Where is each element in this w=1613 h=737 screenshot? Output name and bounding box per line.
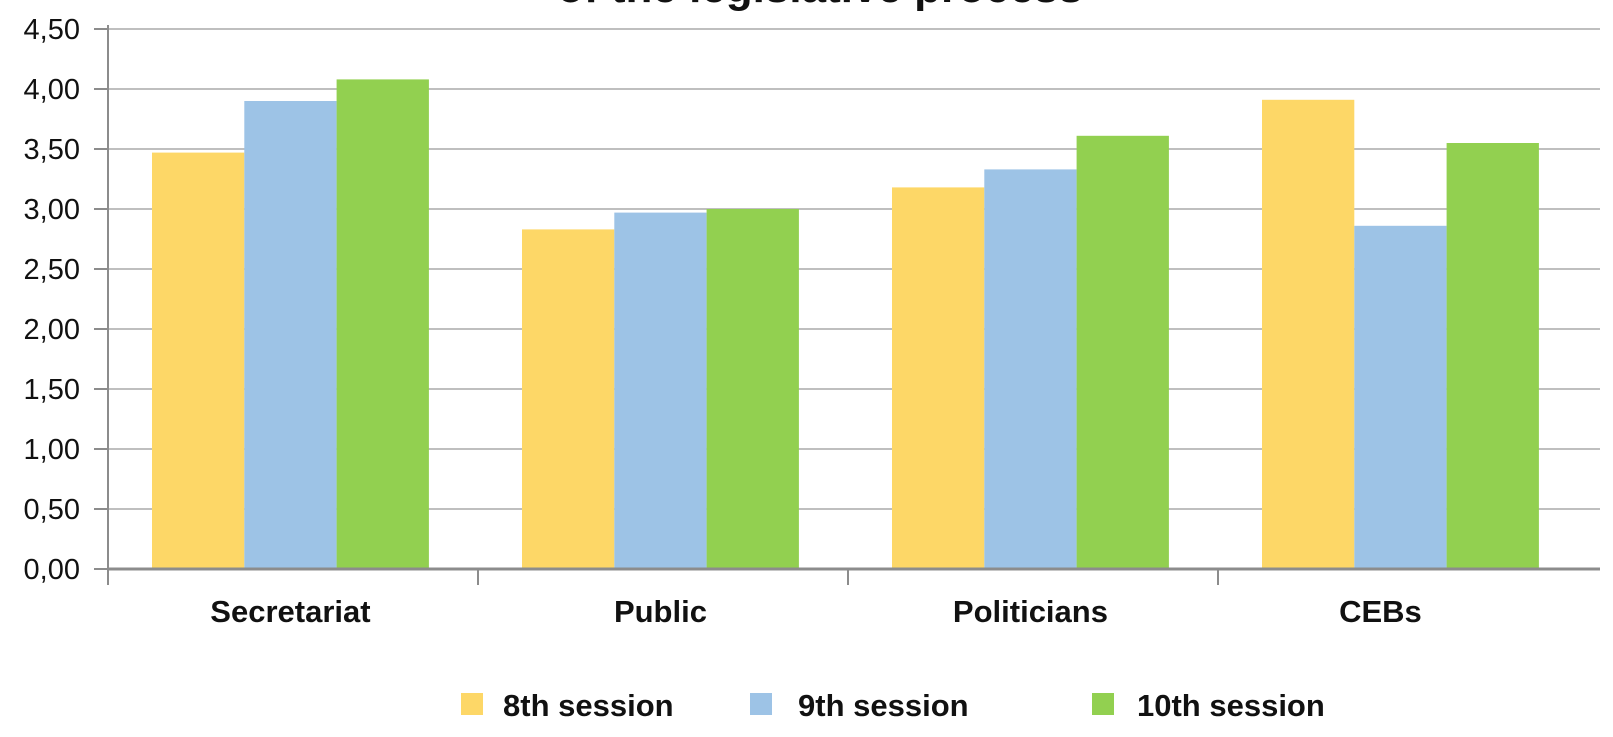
legend-label: 8th session <box>503 688 674 723</box>
legend-swatch <box>1092 693 1114 715</box>
x-category-label: CEBs <box>1339 594 1422 629</box>
bar-8th-session-cebs <box>1262 99 1355 570</box>
y-tick-label: 2,00 <box>24 314 80 346</box>
legend-swatch <box>750 693 772 715</box>
x-category-label: Secretariat <box>210 594 370 629</box>
x-axis-categories: Secretariat Public Politicians CEBs <box>210 594 1421 629</box>
y-tick-label: 4,00 <box>24 74 80 106</box>
bar-10th-session-public <box>706 209 799 569</box>
bar-9th-session-cebs <box>1354 225 1447 570</box>
bar-10th-session-cebs <box>1446 143 1539 569</box>
y-tick-label: 2,50 <box>24 254 80 286</box>
x-category-label: Public <box>614 594 707 629</box>
y-tick-label: 1,50 <box>24 374 80 406</box>
bars <box>152 79 1539 570</box>
y-tick-label: 0,50 <box>24 494 80 526</box>
legend-label: 10th session <box>1137 688 1325 723</box>
y-axis-ticks: 0,00 0,50 1,00 1,50 2,00 2,50 3,00 3,50 4,00 4,50 <box>24 14 80 586</box>
y-tick-label: 1,00 <box>24 434 80 466</box>
bar-9th-session-secretariat <box>244 101 337 569</box>
axes <box>94 25 1600 585</box>
bar-8th-session-secretariat <box>152 152 245 569</box>
legend-swatch <box>461 693 483 715</box>
y-tick-label: 4,50 <box>24 14 80 46</box>
legend-label: 9th session <box>798 688 969 723</box>
y-tick-label: 3,50 <box>24 134 80 166</box>
y-tick-label: 0,00 <box>24 554 80 586</box>
bar-9th-session-public <box>614 212 707 569</box>
bar-8th-session-public <box>522 229 615 569</box>
chart-title: of the legislative process <box>557 0 1083 12</box>
bar-10th-session-secretariat <box>336 79 429 570</box>
x-category-label: Politicians <box>953 594 1108 629</box>
bar-10th-session-politicians <box>1076 135 1169 570</box>
bar-9th-session-politicians <box>984 169 1077 569</box>
y-tick-label: 3,00 <box>24 194 80 226</box>
bar-8th-session-politicians <box>892 187 985 569</box>
legend: 8th session 9th session 10th session <box>461 688 1325 723</box>
